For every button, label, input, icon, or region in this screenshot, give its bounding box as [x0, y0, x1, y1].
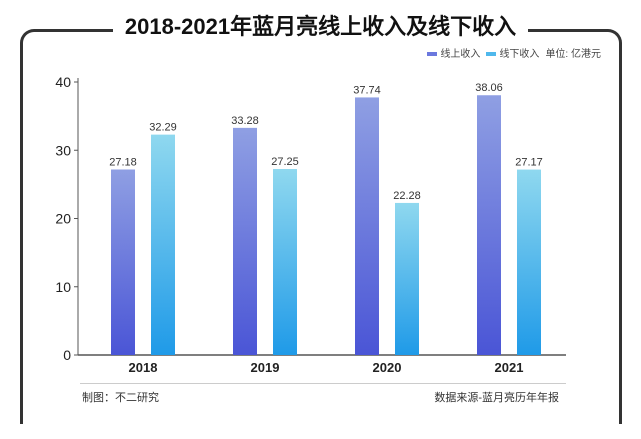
x-tick-label: 2020 [373, 360, 402, 375]
credit: 制图：不二研究 [82, 392, 159, 404]
data-source: 数据来源-蓝月亮历年年报 [434, 392, 559, 404]
x-tick-label: 2018 [129, 360, 158, 375]
bar [395, 202, 419, 355]
bar [355, 97, 379, 355]
y-tick-label: 40 [55, 74, 71, 90]
bar [477, 95, 501, 355]
chart-title: 2018-2021年蓝月亮线上收入及线下收入 [0, 9, 641, 41]
legend: 线上收入 线下收入 单位: 亿港元 [427, 45, 601, 60]
y-tick-label: 10 [55, 279, 71, 295]
bar [151, 134, 175, 355]
legend-item-offline: 线下收入 [486, 45, 539, 60]
data-label: 32.29 [149, 122, 177, 134]
data-label: 33.28 [231, 115, 259, 127]
y-tick-label: 20 [55, 211, 71, 227]
bar [273, 169, 297, 355]
data-label: 27.17 [515, 157, 543, 169]
data-label: 38.06 [475, 82, 503, 94]
divider [80, 383, 566, 384]
data-label: 27.18 [109, 156, 137, 168]
x-tick-label: 2021 [495, 360, 524, 375]
x-tick-label: 2019 [251, 360, 280, 375]
bar [517, 169, 541, 355]
y-tick-label: 0 [63, 347, 71, 363]
data-label: 27.25 [271, 156, 299, 168]
bar [233, 127, 257, 355]
chart-title-text: 2018-2021年蓝月亮线上收入及线下收入 [112, 14, 529, 39]
y-tick-label: 30 [55, 142, 71, 158]
data-label: 22.28 [393, 190, 421, 202]
unit-label: 单位: 亿港元 [545, 49, 601, 60]
legend-item-online: 线上收入 [427, 45, 480, 60]
bar [111, 169, 135, 355]
data-label: 37.74 [353, 84, 381, 96]
